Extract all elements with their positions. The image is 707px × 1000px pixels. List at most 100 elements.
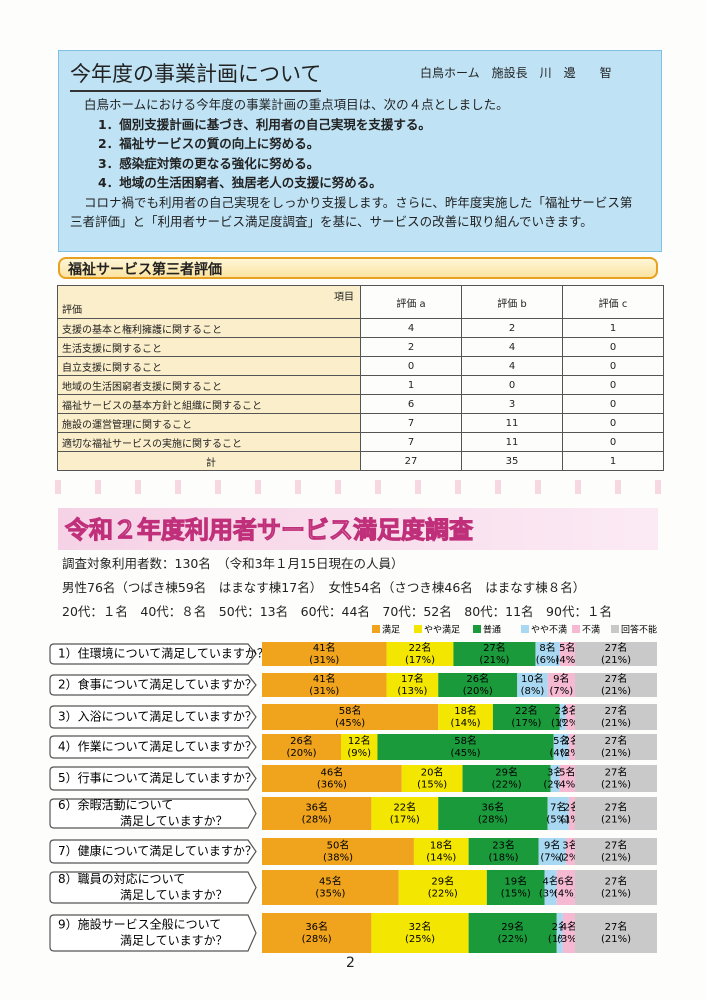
percent-label: (4%) xyxy=(556,655,580,666)
count-label: 9名 xyxy=(553,672,569,685)
bar-segment xyxy=(262,870,399,905)
count-label: 36名 xyxy=(305,920,328,933)
percent-label: (38%) xyxy=(323,853,353,864)
percent-label: (25%) xyxy=(405,934,435,945)
table-row: 生活支援に関すること 2 4 0 xyxy=(57,337,664,357)
bar-segment xyxy=(547,797,569,830)
count-label: 27名 xyxy=(483,641,506,654)
bar-segment xyxy=(262,913,372,953)
bar-segment xyxy=(386,642,454,666)
question-label: 5）行事について満足していますか？ xyxy=(58,771,257,785)
percent-label: (31%) xyxy=(309,655,339,666)
bar-segment xyxy=(556,870,575,905)
bar-segment xyxy=(559,704,566,730)
question-label: 満足していますか？ xyxy=(120,934,228,948)
bar-segment xyxy=(262,642,387,666)
bar-segment xyxy=(401,765,463,792)
bar-segment xyxy=(559,642,575,666)
question-box xyxy=(49,766,257,791)
bar-segment xyxy=(568,797,575,830)
bar-segment xyxy=(453,642,536,666)
legend-label: やや満足 xyxy=(424,625,460,636)
count-label: 10名 xyxy=(521,672,544,685)
legend-label: 回答不能 xyxy=(621,624,657,636)
percent-label: (4%) xyxy=(549,748,573,759)
bar-segment xyxy=(438,673,518,697)
table-row: 地域の生活困窮者支援に関すること 1 0 0 xyxy=(57,375,664,395)
percent-label: (17%) xyxy=(405,655,435,666)
count-label: 50名 xyxy=(327,839,350,852)
bar-segment xyxy=(262,797,372,830)
header-cell: 評価 a xyxy=(360,285,462,319)
intro-closing: コロナ禍でも利用者の自己実現をしっかり支援します。さらに、昨年度実施した「福祉サ… xyxy=(84,194,633,210)
bar-segment xyxy=(565,838,575,865)
count-label: 18名 xyxy=(430,839,453,852)
intro-item: 4．地域の生活困窮者、独居老人の支援に努める。 xyxy=(98,175,382,190)
question-box xyxy=(49,871,257,904)
count-label: 36名 xyxy=(305,801,328,814)
bar-segment xyxy=(262,673,387,697)
survey-banner xyxy=(58,508,658,550)
percent-label: (21%) xyxy=(601,718,631,729)
percent-label: (4%) xyxy=(554,889,578,900)
question-label: 7）健康について満足していますか？ xyxy=(58,843,257,858)
count-label: 26名 xyxy=(466,672,489,685)
percent-label: (4%) xyxy=(556,780,580,791)
percent-label: (21%) xyxy=(601,655,631,666)
bar-segment xyxy=(492,704,560,730)
total-row: 計 27 35 1 xyxy=(57,451,664,471)
bar-segment xyxy=(574,765,657,792)
percent-label: (21%) xyxy=(601,780,631,791)
bar-segment xyxy=(547,673,575,697)
legend-label: 普通 xyxy=(483,624,501,636)
question-box xyxy=(49,705,257,729)
count-label: 29名 xyxy=(501,920,524,933)
bar-segment xyxy=(574,838,657,865)
table-row: 福祉サービスの基本方針と組織に関すること 6 3 0 xyxy=(57,394,664,414)
percent-label: (1%) xyxy=(548,934,572,945)
count-label: 27名 xyxy=(605,875,628,888)
bar-segment xyxy=(550,765,560,792)
count-label: 9名 xyxy=(544,839,560,852)
percent-label: (5%) xyxy=(546,815,570,826)
percent-label: (22%) xyxy=(428,889,458,900)
bar-segment xyxy=(574,704,657,730)
percent-label: (17%) xyxy=(390,815,420,826)
percent-label: (36%) xyxy=(317,780,347,791)
count-label: 22名 xyxy=(515,704,538,717)
bar-segment xyxy=(574,797,657,830)
percent-label: (7%) xyxy=(549,686,573,697)
bar-segment xyxy=(574,642,657,666)
legend-swatch xyxy=(414,625,422,633)
intro-item: 2．福祉サービスの質の向上に努める。 xyxy=(98,136,320,151)
count-label: 17名 xyxy=(401,672,424,685)
plan-box xyxy=(58,50,662,252)
percent-label: (14%) xyxy=(451,718,481,729)
percent-label: (8%) xyxy=(521,686,545,697)
question-box xyxy=(49,798,257,829)
count-label: 4名 xyxy=(542,875,558,888)
count-label: 8名 xyxy=(539,641,555,654)
percent-label: (17%) xyxy=(511,718,541,729)
header-cell: 項目 評価 xyxy=(57,285,361,319)
count-label: 5名 xyxy=(553,734,569,747)
count-label: 27名 xyxy=(605,839,628,852)
bar-segment xyxy=(574,673,657,697)
question-label: 6）余暇活動について xyxy=(58,797,173,812)
question-label: 8）職員の対応について xyxy=(58,872,185,886)
count-label: 27名 xyxy=(605,672,628,685)
count-label: 5名 xyxy=(559,641,575,654)
count-label: 32名 xyxy=(409,920,432,933)
percent-label: (22%) xyxy=(492,780,522,791)
survey-info: 男性76名（つばき棟59名 はまなす棟17名） 女性54名（さつき棟46名 はま… xyxy=(62,580,586,595)
percent-label: (3%) xyxy=(539,889,563,900)
count-label: 58名 xyxy=(454,734,477,747)
bar-segment xyxy=(438,797,548,830)
count-label: 22名 xyxy=(393,801,416,814)
legend-label: 不満 xyxy=(582,625,600,636)
table-row: 施設の運営管理に関すること 7 11 0 xyxy=(57,413,664,433)
count-label: 29名 xyxy=(495,766,518,779)
bar-segment xyxy=(565,704,575,730)
